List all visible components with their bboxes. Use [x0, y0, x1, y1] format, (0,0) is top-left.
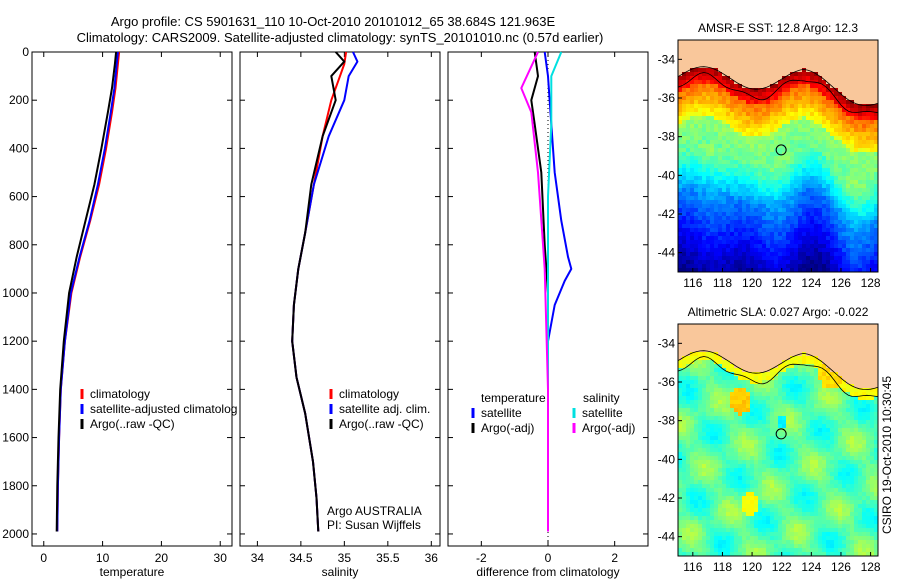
- y-tick-label: 1000: [2, 286, 29, 300]
- y-tick-label: 1600: [2, 431, 29, 445]
- x-tick-label: 122: [772, 560, 792, 574]
- x-axis-label: temperature: [100, 565, 165, 579]
- y-tick-label: -42: [658, 491, 676, 505]
- x-tick-label: 2: [611, 551, 618, 565]
- argo-position-marker: [775, 144, 787, 156]
- x-tick-label: 35.5: [376, 551, 400, 565]
- x-tick-label: 34: [251, 551, 265, 565]
- coastline: [677, 350, 879, 390]
- legend-title: salinity: [583, 391, 620, 405]
- y-tick-label: 2000: [2, 527, 29, 541]
- credit-label: CSIRO 19-Oct-2010 10:30:45: [880, 376, 894, 534]
- argo-position-marker: [775, 428, 787, 440]
- x-tick-label: 120: [742, 276, 762, 290]
- x-tick-label: 122: [772, 276, 792, 290]
- series-line: [520, 51, 549, 532]
- map-title: Altimetric SLA: 0.027 Argo: -0.022: [688, 305, 869, 319]
- plot-annotation: PI: Susan Wijffels: [327, 518, 421, 532]
- header-line-2: Climatology: CARS2009. Satellite-adjuste…: [77, 30, 604, 45]
- y-tick-label: -40: [658, 168, 676, 182]
- x-tick-label: 120: [742, 560, 762, 574]
- x-tick-label: 34.5: [289, 551, 313, 565]
- y-tick-label: 1200: [2, 334, 29, 348]
- legend-label: climatology: [90, 387, 150, 401]
- x-tick-label: 36: [425, 551, 439, 565]
- series-line: [291, 51, 346, 532]
- x-tick-label: 116: [683, 276, 702, 290]
- plot-annotation: Argo AUSTRALIA: [327, 504, 422, 518]
- series-line: [55, 51, 118, 532]
- plot-frame: [239, 51, 441, 547]
- x-tick-label: 30: [214, 551, 228, 565]
- sst-map: AMSR-E SST: 12.8 Argo: 12.3 116 118 120 122 1…: [658, 21, 881, 290]
- x-tick-label: 128: [861, 276, 881, 290]
- x-tick-label: -2: [476, 551, 487, 565]
- y-tick-label: -36: [658, 91, 676, 105]
- y-tick-label: -38: [658, 130, 676, 144]
- y-tick-label: 800: [9, 238, 29, 252]
- coastline: [677, 66, 879, 106]
- legend-label: satellite: [582, 406, 623, 420]
- y-tick-label: -42: [658, 207, 676, 221]
- legend-label: Argo(..raw -QC): [90, 417, 175, 431]
- sla-map: Altimetric SLA: 0.027 Argo: -0.022 116 118…: [658, 305, 881, 574]
- y-tick-label: 1400: [2, 382, 29, 396]
- legend-title: temperature: [481, 391, 546, 405]
- map-cells: [678, 324, 878, 556]
- y-tick-label: 600: [9, 190, 29, 204]
- map-frame: [677, 39, 879, 273]
- y-tick-label: -34: [658, 52, 676, 66]
- x-tick-label: 126: [831, 276, 851, 290]
- legend-label: Argo(..raw -QC): [339, 417, 424, 431]
- y-tick-label: -38: [658, 414, 676, 428]
- y-tick-label: -44: [658, 530, 676, 544]
- x-tick-label: 118: [713, 276, 732, 290]
- y-tick-label: 200: [9, 93, 29, 107]
- x-tick-label: 118: [713, 560, 732, 574]
- legend-label: climatology: [339, 387, 399, 401]
- temperature-profile-plot: 0 10 20 30 temperature 0 200 400 600 800 1000 1200 1…: [2, 45, 237, 579]
- x-tick-label: 128: [861, 560, 881, 574]
- y-tick-label: 1800: [2, 479, 29, 493]
- map-title: AMSR-E SST: 12.8 Argo: 12.3: [698, 21, 858, 35]
- isobath-line: [677, 356, 879, 398]
- legend-label: satellite: [481, 406, 522, 420]
- x-tick-label: 0: [40, 551, 47, 565]
- y-tick-label: 0: [22, 45, 29, 59]
- isobath-line: [677, 72, 879, 114]
- y-tick-label: -40: [658, 452, 676, 466]
- x-tick-label: 35: [338, 551, 352, 565]
- y-tick-label: 400: [9, 141, 29, 155]
- x-tick-label: 0: [545, 551, 552, 565]
- x-tick-label: 124: [801, 276, 821, 290]
- salinity-profile-plot: 34 34.5 35 35.5 36 salinity climatologysatelli…: [239, 51, 441, 579]
- map-cells: [678, 40, 878, 272]
- x-tick-label: 116: [683, 560, 702, 574]
- legend-label: Argo(-adj): [582, 421, 635, 435]
- y-tick-label: -34: [658, 336, 676, 350]
- x-axis-label: salinity: [322, 565, 359, 579]
- x-tick-label: 20: [155, 551, 169, 565]
- x-tick-label: 126: [831, 560, 851, 574]
- legend-label: satellite-adjusted climatolog: [90, 402, 237, 416]
- x-axis-label: difference from climatology: [476, 565, 619, 579]
- plot-frame: [31, 51, 233, 547]
- y-tick-label: -44: [658, 246, 676, 260]
- legend-label: Argo(-adj): [481, 421, 534, 435]
- legend-label: satellite adj. clim.: [339, 402, 430, 416]
- x-tick-label: 10: [96, 551, 110, 565]
- y-tick-label: -36: [658, 375, 676, 389]
- map-frame: [677, 323, 879, 557]
- header-line-1: Argo profile: CS 5901631_110 10-Oct-2010…: [111, 14, 556, 29]
- x-tick-label: 124: [801, 560, 821, 574]
